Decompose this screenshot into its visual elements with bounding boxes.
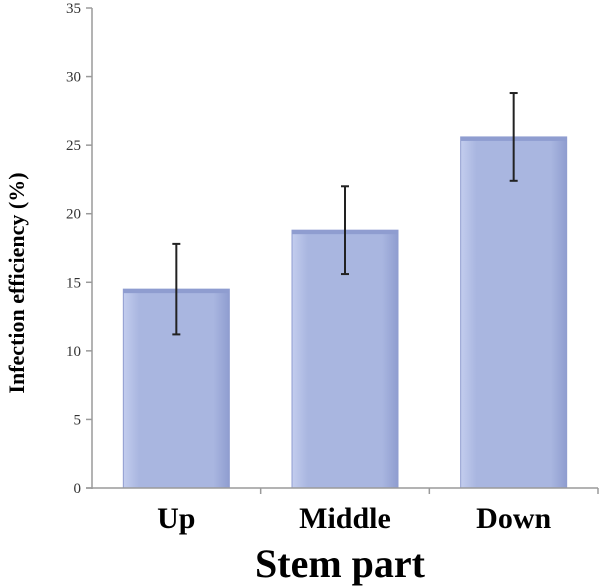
y-tick-label: 35: [66, 1, 81, 17]
x-category-label: Up: [157, 502, 195, 535]
y-tick-label: 20: [66, 207, 81, 223]
error-bar-up: [172, 242, 181, 336]
x-axis-title: Stem part: [255, 541, 426, 586]
bar-down: [460, 136, 568, 489]
y-tick-label: 30: [66, 70, 81, 86]
axes-layer: [86, 7, 599, 494]
y-tick-label: 15: [66, 275, 81, 291]
labels-layer: 0 5 10 15 20 25 30 35 Up Middle Down: [66, 1, 551, 535]
error-bar-down: [509, 92, 518, 182]
y-tick-label: 25: [66, 138, 81, 154]
y-tick-label: 5: [74, 412, 82, 428]
y-axis-title: Infection efficiency (%): [4, 172, 29, 393]
x-category-label: Middle: [299, 502, 391, 535]
y-tick-label: 0: [74, 481, 82, 497]
x-category-label: Down: [476, 502, 551, 535]
y-tick-label: 10: [66, 344, 81, 360]
error-bars-layer: [172, 92, 518, 336]
error-bar-middle: [341, 185, 349, 276]
